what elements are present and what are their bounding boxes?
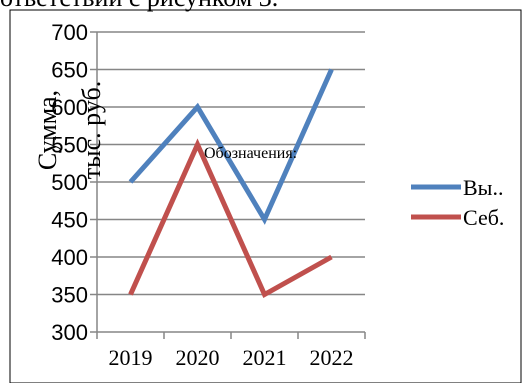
x-tick-label: 2019	[109, 345, 153, 370]
y-tick-label: 350	[51, 283, 88, 308]
legend-label: Себ.	[463, 205, 504, 230]
grid	[90, 31, 365, 333]
axes	[96, 32, 366, 339]
series-line-2	[128, 138, 333, 299]
series-line-1	[128, 68, 334, 225]
y-axis-label-line: тыс. руб.	[77, 81, 106, 179]
y-axis-label: Сумма, тыс. руб.	[33, 81, 106, 179]
x-tick-label: 2022	[310, 345, 354, 370]
x-tick-label: 2020	[176, 345, 220, 370]
chart-frame	[9, 9, 522, 383]
y-axis-label-line: Сумма,	[33, 90, 62, 170]
y-tick-labels: 300 350 400 450 500 550 600 650 700	[51, 20, 88, 345]
y-tick-label: 450	[51, 208, 88, 233]
y-tick-label: 500	[51, 170, 88, 195]
legend: Вы.. Себ.	[411, 175, 504, 230]
y-tick-label: 400	[51, 245, 88, 270]
y-tick-label: 300	[51, 320, 88, 345]
y-tick-label: 700	[51, 20, 88, 45]
y-tick-label: 600	[51, 95, 88, 120]
y-tick-label: 650	[51, 58, 88, 83]
x-tick-labels: 2019 2020 2021 2022	[109, 345, 354, 370]
x-tick-label: 2021	[243, 345, 287, 370]
y-tick-label: 550	[51, 133, 88, 158]
top-text: ответствии с рисунком 3.	[0, 0, 525, 17]
chart-annotation: Обозначения:	[204, 145, 297, 162]
legend-label: Вы..	[463, 175, 503, 200]
series-lines	[128, 68, 334, 299]
